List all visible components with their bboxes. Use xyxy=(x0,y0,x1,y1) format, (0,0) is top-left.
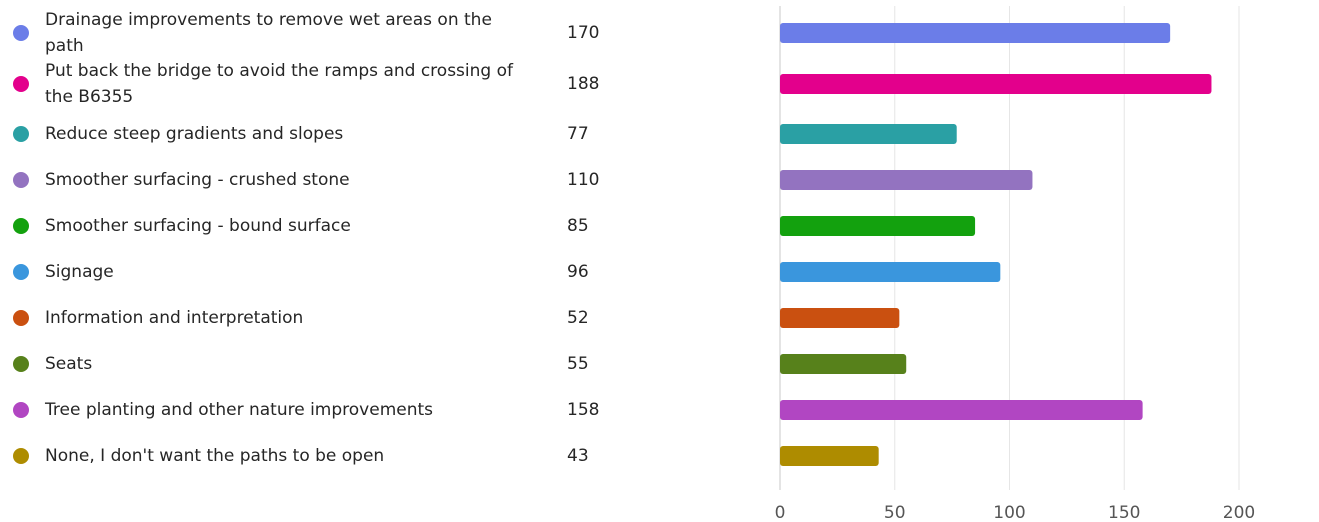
legend-count: 43 xyxy=(567,446,589,466)
legend-label: Smoother surfacing - crushed stone xyxy=(45,170,350,190)
legend-count: 158 xyxy=(567,400,600,420)
x-tick-label: 150 xyxy=(1108,503,1140,522)
bar[interactable] xyxy=(780,400,1143,420)
x-tick-label: 200 xyxy=(1223,503,1255,522)
bar[interactable] xyxy=(780,262,1001,282)
legend-dot-icon xyxy=(13,172,29,188)
bars xyxy=(780,23,1212,466)
x-tick-label: 50 xyxy=(884,503,906,522)
legend-item[interactable]: Information and interpretation 52 xyxy=(0,292,620,344)
legend-dot-icon xyxy=(13,310,29,326)
legend-count: 52 xyxy=(567,308,589,328)
legend-item[interactable]: Drainage improvements to remove wet area… xyxy=(0,7,620,59)
legend-label: Drainage improvements to remove wet area… xyxy=(45,10,492,56)
legend-item[interactable]: Signage 96 xyxy=(0,246,620,298)
bar[interactable] xyxy=(780,74,1212,94)
legend-item[interactable]: Smoother surfacing - crushed stone 110 xyxy=(0,154,620,206)
legend-item[interactable]: Reduce steep gradients and slopes 77 xyxy=(0,108,620,160)
legend-label: Information and interpretation xyxy=(45,308,304,328)
bar[interactable] xyxy=(780,170,1033,190)
legend-item[interactable]: Tree planting and other nature improveme… xyxy=(0,384,620,436)
legend-dot-icon xyxy=(13,448,29,464)
legend-count: 55 xyxy=(567,354,589,374)
legend-label: None, I don't want the paths to be open xyxy=(45,446,385,466)
legend-label: Reduce steep gradients and slopes xyxy=(45,124,344,144)
legend-dot-icon xyxy=(13,218,29,234)
x-axis-ticks: 0 50 100 150 200 xyxy=(775,503,1256,522)
bar[interactable] xyxy=(780,446,879,466)
legend-label: Tree planting and other nature improveme… xyxy=(45,400,434,420)
legend-count: 188 xyxy=(567,74,600,94)
legend-item[interactable]: None, I don't want the paths to be open 4… xyxy=(0,430,620,482)
legend-dot-icon xyxy=(13,264,29,280)
legend-item[interactable]: Put back the bridge to avoid the ramps a… xyxy=(0,58,620,110)
legend-label: Smoother surfacing - bound surface xyxy=(45,216,351,236)
legend-count: 85 xyxy=(567,216,589,236)
bar[interactable] xyxy=(780,124,957,144)
bar[interactable] xyxy=(780,216,976,236)
x-tick-label: 100 xyxy=(993,503,1025,522)
legend-item[interactable]: Seats 55 xyxy=(0,338,620,390)
legend-label: Put back the bridge to avoid the ramps a… xyxy=(45,61,513,107)
x-tick-label: 0 xyxy=(775,503,786,522)
bar[interactable] xyxy=(780,308,900,328)
legend-dot-icon xyxy=(13,126,29,142)
legend-item[interactable]: Smoother surfacing - bound surface 85 xyxy=(0,200,620,252)
legend-dot-icon xyxy=(13,76,29,92)
legend-label: Signage xyxy=(45,262,114,282)
bar[interactable] xyxy=(780,354,907,374)
bar[interactable] xyxy=(780,23,1171,43)
legend-dot-icon xyxy=(13,402,29,418)
legend-dot-icon xyxy=(13,356,29,372)
legend-count: 96 xyxy=(567,262,589,282)
legend-count: 170 xyxy=(567,23,600,43)
legend-label: Seats xyxy=(45,354,93,374)
legend-count: 110 xyxy=(567,170,600,190)
legend-dot-icon xyxy=(13,25,29,41)
legend-count: 77 xyxy=(567,124,589,144)
